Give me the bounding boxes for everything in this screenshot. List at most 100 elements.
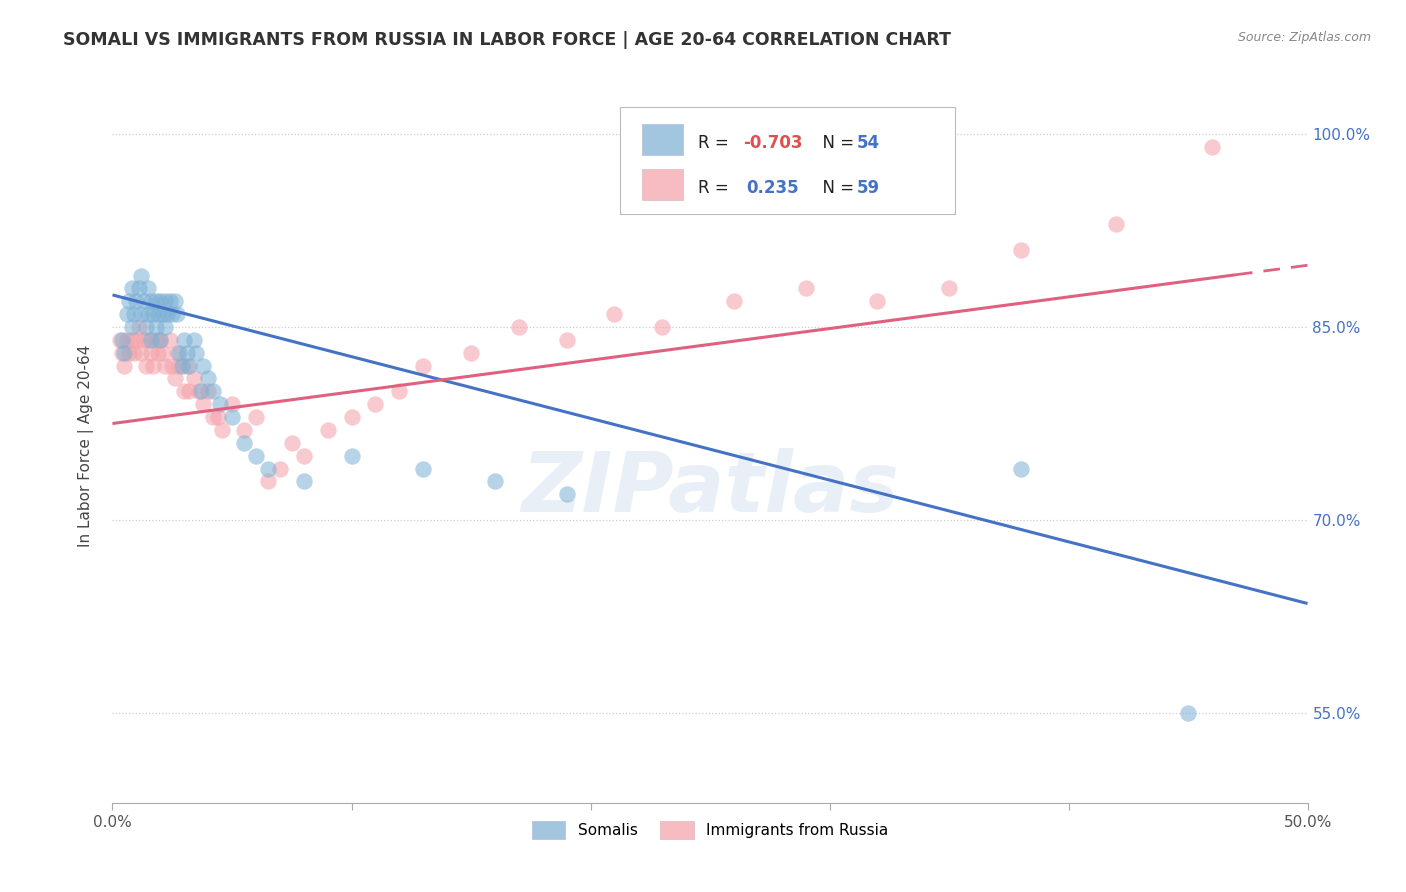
FancyBboxPatch shape xyxy=(620,107,955,214)
Point xyxy=(183,333,205,347)
Point xyxy=(122,307,145,321)
Point xyxy=(201,384,224,399)
Text: 54: 54 xyxy=(858,134,880,152)
Point xyxy=(794,281,817,295)
Point xyxy=(1010,461,1032,475)
Point xyxy=(115,307,138,321)
Point xyxy=(132,294,155,309)
Point xyxy=(201,410,224,425)
Point xyxy=(281,435,304,450)
Point xyxy=(129,345,152,359)
Point xyxy=(245,449,267,463)
Point xyxy=(176,359,198,373)
Legend: Somalis, Immigrants from Russia: Somalis, Immigrants from Russia xyxy=(526,815,894,845)
Point xyxy=(190,384,212,399)
Point xyxy=(135,320,157,334)
Point xyxy=(149,333,172,347)
Point xyxy=(170,359,193,373)
Point xyxy=(111,345,134,359)
Point xyxy=(1105,217,1128,231)
Point xyxy=(177,384,200,399)
Point xyxy=(139,294,162,309)
Point xyxy=(603,307,626,321)
Point xyxy=(245,410,267,425)
Point xyxy=(159,333,181,347)
Point xyxy=(159,294,181,309)
Point xyxy=(460,345,482,359)
Point xyxy=(115,333,138,347)
Point xyxy=(146,307,169,321)
Point xyxy=(866,294,889,309)
Point xyxy=(163,371,186,385)
Point xyxy=(221,410,243,425)
Point xyxy=(145,333,167,347)
Text: ZIPatlas: ZIPatlas xyxy=(522,449,898,529)
Point xyxy=(149,333,172,347)
Point xyxy=(292,449,315,463)
Point xyxy=(257,461,280,475)
Point xyxy=(388,384,411,399)
Point xyxy=(1201,140,1223,154)
Point xyxy=(121,320,143,334)
Point xyxy=(173,333,195,347)
Point xyxy=(269,461,291,475)
Point xyxy=(186,345,208,359)
Point xyxy=(125,294,148,309)
Point xyxy=(138,307,160,321)
Text: N =: N = xyxy=(811,178,859,196)
Point xyxy=(257,475,280,489)
Point xyxy=(111,333,134,347)
Point xyxy=(118,294,141,309)
Point xyxy=(108,333,131,347)
Point xyxy=(207,410,229,425)
Point xyxy=(166,307,188,321)
Point xyxy=(152,307,174,321)
Point xyxy=(651,320,673,334)
Point xyxy=(149,294,172,309)
Point xyxy=(122,345,145,359)
Point xyxy=(340,449,363,463)
Point xyxy=(145,320,167,334)
Point xyxy=(146,345,169,359)
Point xyxy=(555,487,578,501)
Point xyxy=(193,359,215,373)
Text: 59: 59 xyxy=(858,178,880,196)
Text: Source: ZipAtlas.com: Source: ZipAtlas.com xyxy=(1237,31,1371,45)
Point xyxy=(162,307,183,321)
Point xyxy=(145,294,167,309)
Point xyxy=(316,423,339,437)
Text: R =: R = xyxy=(699,178,734,196)
Point xyxy=(129,307,152,321)
Point xyxy=(114,359,135,373)
Point xyxy=(153,320,176,334)
Point xyxy=(142,307,165,321)
Point xyxy=(1010,243,1032,257)
FancyBboxPatch shape xyxy=(643,169,682,200)
Point xyxy=(221,397,243,411)
Point xyxy=(156,307,179,321)
Point xyxy=(163,294,186,309)
Point xyxy=(139,345,162,359)
Point xyxy=(233,435,256,450)
FancyBboxPatch shape xyxy=(643,124,682,155)
Point xyxy=(183,371,205,385)
Point xyxy=(723,294,745,309)
Point xyxy=(364,397,387,411)
Point xyxy=(412,359,434,373)
Point xyxy=(193,397,215,411)
Point xyxy=(138,281,160,295)
Point xyxy=(138,333,160,347)
Point xyxy=(233,423,256,437)
Point xyxy=(153,294,176,309)
Point xyxy=(173,384,195,399)
Point xyxy=(169,359,191,373)
Point xyxy=(114,345,135,359)
Point xyxy=(142,359,165,373)
Point xyxy=(176,345,198,359)
Point xyxy=(340,410,363,425)
Text: SOMALI VS IMMIGRANTS FROM RUSSIA IN LABOR FORCE | AGE 20-64 CORRELATION CHART: SOMALI VS IMMIGRANTS FROM RUSSIA IN LABO… xyxy=(63,31,952,49)
Point xyxy=(197,384,219,399)
Point xyxy=(128,281,150,295)
Point xyxy=(152,345,174,359)
Point xyxy=(412,461,434,475)
